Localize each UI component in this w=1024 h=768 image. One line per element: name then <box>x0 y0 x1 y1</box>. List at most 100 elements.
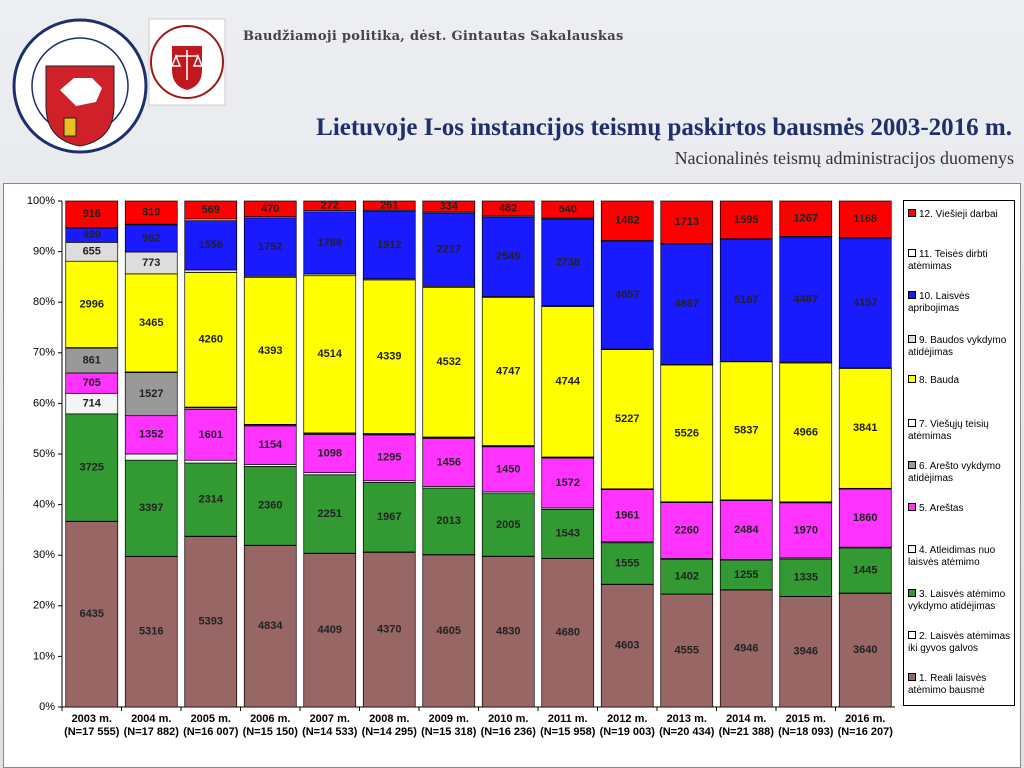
legend-label: 5. Areštas <box>919 503 964 514</box>
data-label: 1595 <box>734 214 758 226</box>
data-label: 916 <box>83 208 101 220</box>
y-tick-label: 70% <box>33 347 55 359</box>
bar-segment <box>124 200 178 225</box>
data-label: 1154 <box>258 439 283 451</box>
legend-entry: 8. Bauda <box>908 375 1012 387</box>
data-label: 1601 <box>199 429 223 441</box>
data-label: 773 <box>142 257 160 269</box>
data-label: 569 <box>202 204 220 216</box>
legend-entry: 2. Laisvės atėmimas iki gyvos galvos <box>908 631 1012 655</box>
bar-segment <box>600 489 654 543</box>
legend-label: 9. Baudos vykdymo atidėjimas <box>908 335 1007 358</box>
data-label: 2217 <box>437 244 461 256</box>
data-label: 4370 <box>377 624 401 636</box>
bar-segment <box>422 212 476 287</box>
bar-segment <box>719 200 773 240</box>
bar-segment <box>362 279 416 434</box>
data-label: 714 <box>83 397 102 409</box>
data-label: 4393 <box>258 345 282 357</box>
bar-segment <box>660 502 714 559</box>
bar-segment <box>362 434 416 482</box>
data-label: 4946 <box>734 642 758 654</box>
y-tick-label: 10% <box>33 650 55 662</box>
legend: 12. Viešieji darbai 11. Teisės dirbti atė… <box>903 200 1015 706</box>
data-label: 4260 <box>199 334 223 346</box>
bar-segment <box>124 372 178 417</box>
x-tick-label: 2014 m. (N=21 388) <box>718 713 774 738</box>
data-label: 1402 <box>675 571 699 583</box>
bar-segment <box>184 409 238 461</box>
data-label: 4680 <box>556 627 580 639</box>
bar-segment <box>184 459 238 464</box>
bar-segment <box>243 217 297 277</box>
bar-segment <box>779 502 833 559</box>
legend-label: 8. Bauda <box>919 375 960 386</box>
data-label: 1961 <box>615 510 639 522</box>
bar-segment <box>838 547 892 594</box>
bar-segment <box>65 413 119 522</box>
data-label: 1255 <box>734 569 758 581</box>
x-tick-label: 2004 m. (N=17 882) <box>123 713 179 738</box>
bar-segment <box>481 216 535 297</box>
data-label: 2005 <box>496 519 520 531</box>
data-label: 5393 <box>199 616 223 628</box>
bar-segment <box>600 542 654 585</box>
bar-segment <box>303 474 357 554</box>
data-label: 1445 <box>853 564 877 576</box>
data-label: 2738 <box>556 256 580 268</box>
data-label: 4603 <box>615 640 639 652</box>
bar-segment <box>243 425 297 465</box>
bar-segment <box>184 269 238 273</box>
data-label: 5227 <box>615 413 639 425</box>
data-label: 1788 <box>318 237 342 249</box>
bar-segment <box>422 437 476 487</box>
data-label: 3640 <box>853 644 877 656</box>
legend-swatch <box>908 419 916 427</box>
data-label: 1098 <box>318 447 342 459</box>
data-label: 4830 <box>496 626 520 638</box>
bar-segment <box>541 218 595 307</box>
x-tick-label: 2012 m. (N=19 003) <box>599 713 655 738</box>
data-label: 334 <box>440 200 459 212</box>
data-label: 3397 <box>139 502 163 514</box>
data-label: 861 <box>83 354 101 366</box>
bar-segment <box>660 364 714 503</box>
data-label: 540 <box>559 203 577 215</box>
bar-segment <box>362 200 416 211</box>
x-tick-label: 2008 m. (N=14 295) <box>361 713 417 738</box>
bar-segment <box>660 243 714 365</box>
bar-segment <box>660 200 714 244</box>
legend-label: 12. Viešieji darbai <box>919 209 998 220</box>
legend-label: 3. Laisvės atėmimo vykdymo atidėjimas <box>908 589 1006 612</box>
bar-segment <box>838 368 892 489</box>
legend-swatch <box>908 545 916 553</box>
bar-segment <box>481 556 535 708</box>
bar-segment <box>779 558 833 597</box>
legend-entry: 9. Baudos vykdymo atidėjimas <box>908 335 1012 359</box>
data-label: 1267 <box>794 213 818 225</box>
bar-segment <box>541 509 595 559</box>
data-label: 4747 <box>496 365 520 377</box>
legend-swatch <box>908 335 916 343</box>
data-label: 1482 <box>615 215 639 227</box>
legend-label: 1. Reali laisvės atėmimo bausmė <box>908 673 987 696</box>
logo-book <box>63 117 77 137</box>
bar-segment <box>362 481 416 553</box>
bar-segment <box>541 558 595 708</box>
data-label: 5316 <box>139 626 163 638</box>
data-label: 2260 <box>675 524 699 536</box>
bar-segment <box>422 286 476 438</box>
data-label: 3946 <box>794 646 818 658</box>
bar-segment <box>600 200 654 241</box>
slide-subtitle: Nacionalinės teismų administracijos duom… <box>674 148 1014 168</box>
bar-segment <box>481 200 535 217</box>
data-label: 1168 <box>853 213 877 225</box>
y-tick-label: 90% <box>33 246 55 258</box>
data-label: 962 <box>142 232 160 244</box>
legend-swatch <box>908 249 916 257</box>
data-label: 4514 <box>318 348 343 360</box>
bar-segment <box>719 238 773 362</box>
x-tick-label: 2005 m. (N=16 007) <box>183 713 239 738</box>
